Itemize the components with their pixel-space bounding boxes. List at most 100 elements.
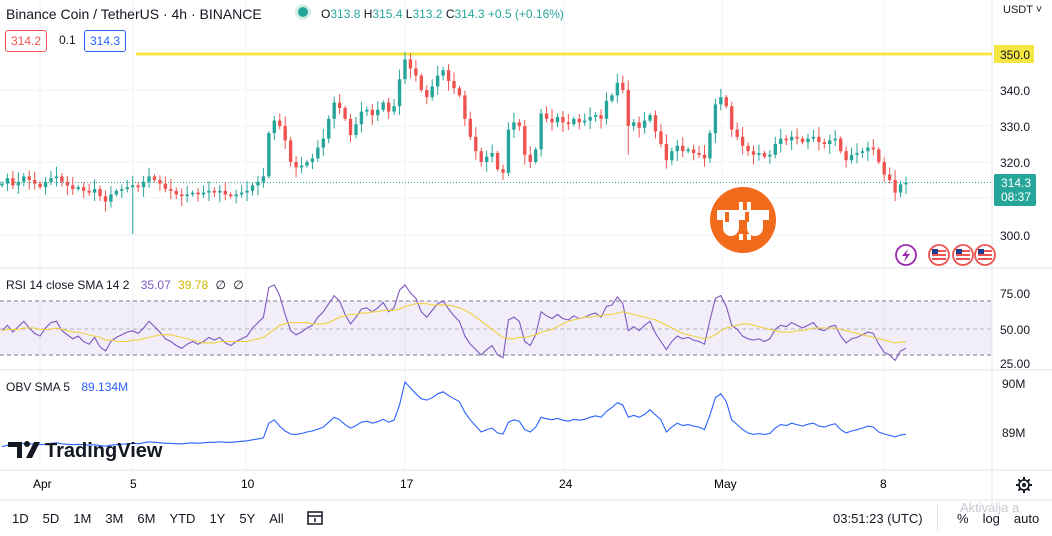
candle-body	[430, 86, 434, 98]
candle-body	[370, 109, 375, 116]
candle-body	[38, 183, 42, 188]
candle-body	[871, 147, 876, 150]
candle-body	[577, 118, 581, 123]
candle-body	[833, 138, 837, 141]
lightning-icon[interactable]	[895, 244, 917, 266]
rsi-sma-value: 39.78	[178, 278, 209, 292]
rsi-legend[interactable]: RSI 14 close SMA 14 2 35.07 39.78 ∅ ∅	[6, 278, 244, 292]
obv-lines	[1, 380, 907, 448]
range-5d[interactable]: 5D	[42, 510, 60, 526]
open-label: O	[321, 7, 331, 21]
candle-body	[615, 82, 620, 96]
obv-legend[interactable]: OBV SMA 5 89.134M	[6, 380, 128, 394]
candle-body	[621, 82, 625, 90]
candle-body	[610, 95, 614, 101]
candle-body	[544, 113, 549, 119]
clock-display[interactable]: 03:51:23 (UTC)	[826, 506, 930, 530]
candle-body	[528, 154, 532, 162]
symbol-title[interactable]: Binance Coin / TetherUS · 4h · BINANCE	[6, 6, 262, 22]
range-5y[interactable]: 5Y	[239, 510, 256, 526]
candle-body	[92, 189, 97, 193]
gear-icon[interactable]	[1016, 477, 1032, 493]
time-tick-17: 17	[400, 477, 414, 491]
time-tick-5: 5	[130, 477, 137, 491]
candle-body	[348, 118, 353, 135]
price-tick-320: 320.0	[1000, 156, 1030, 170]
close-label: C	[445, 7, 455, 21]
candle-body	[702, 154, 707, 159]
spread-value: 0.1	[59, 33, 76, 47]
candle-body	[735, 129, 739, 137]
date-range-icon[interactable]	[305, 506, 325, 530]
candle-body	[593, 115, 598, 117]
auto-scale-toggle[interactable]: auto	[1013, 510, 1040, 526]
candle-body	[849, 154, 854, 161]
candle-body	[397, 79, 402, 107]
candle-body	[887, 174, 892, 180]
candle-body	[136, 185, 140, 188]
windows-activation-overlay: Aktiválja a	[960, 500, 1020, 515]
range-ytd[interactable]: YTD	[169, 510, 196, 526]
candle-body	[354, 124, 358, 135]
candle-body	[566, 122, 571, 125]
range-1d[interactable]: 1D	[12, 510, 29, 526]
candle-body	[697, 153, 701, 155]
candle-body	[16, 181, 21, 186]
candle-body	[762, 153, 767, 157]
candle-body	[158, 180, 162, 184]
candle-body	[283, 126, 287, 141]
percent-scale-toggle[interactable]: %	[957, 510, 969, 526]
rsi-tick-50: 50.00	[1000, 323, 1030, 337]
price-tick-350: 350.0	[1000, 48, 1030, 62]
candle-body	[653, 115, 658, 132]
candle-body	[501, 169, 505, 173]
candle-body	[408, 59, 413, 69]
time-tick-apr: Apr	[33, 477, 52, 491]
candle-body	[419, 75, 424, 90]
candle-body	[637, 122, 641, 128]
candle-body	[811, 136, 816, 139]
candle-body	[386, 102, 391, 112]
candle-body	[479, 151, 483, 162]
currency-selector[interactable]: USDT ˅	[1003, 4, 1042, 16]
candle-body	[806, 138, 810, 143]
rsi-empty-2: ∅	[233, 278, 244, 292]
candle-body	[43, 181, 48, 188]
log-scale-toggle[interactable]: log	[982, 510, 1000, 526]
candle-body	[675, 145, 679, 152]
range-1m[interactable]: 1M	[73, 510, 92, 526]
range-1y[interactable]: 1Y	[209, 510, 226, 526]
us-flag-icon[interactable]	[952, 244, 974, 266]
candle-body	[32, 180, 37, 184]
orange-coin-logo	[710, 187, 776, 253]
candle-body	[321, 138, 325, 148]
candle-body	[632, 122, 636, 126]
range-6m[interactable]: 6M	[137, 510, 156, 526]
candle-body	[0, 183, 4, 186]
sell-price-button[interactable]: 314.2	[5, 30, 48, 52]
candle-body	[174, 190, 178, 195]
candle-body	[822, 142, 827, 144]
candle-body	[904, 182, 908, 185]
rsi-label: RSI 14 close SMA 14 2	[6, 278, 130, 292]
candle-body	[724, 97, 728, 107]
us-flag-icon[interactable]	[974, 244, 996, 266]
range-3m[interactable]: 3M	[105, 510, 124, 526]
range-all[interactable]: All	[269, 510, 284, 526]
obv-value: 89.134M	[81, 380, 129, 394]
last-price-badge	[994, 174, 1036, 206]
buy-price-button[interactable]: 314.3	[84, 30, 127, 52]
candle-body	[746, 145, 750, 152]
candle-body	[98, 189, 102, 197]
candle-body	[196, 192, 200, 195]
us-flag-icon[interactable]	[928, 244, 950, 266]
candle-body	[49, 178, 53, 182]
candle-body	[583, 120, 587, 123]
candle-body	[506, 129, 511, 173]
obv-label: OBV SMA 5	[6, 380, 71, 394]
candle-body	[686, 149, 690, 152]
candle-body	[779, 138, 783, 144]
chevron-down-icon: ˅	[1032, 4, 1043, 16]
candle-body	[365, 109, 369, 112]
